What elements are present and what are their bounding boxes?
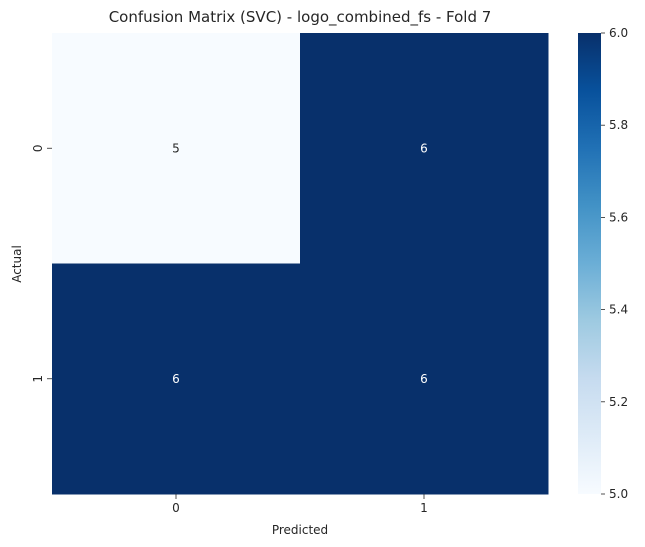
cell-value-0-0: 5 <box>172 141 180 155</box>
x-tick-label-0: 0 <box>172 501 180 515</box>
cell-value-0-1: 6 <box>420 141 428 155</box>
heatmap-cell-1-1 <box>300 263 549 495</box>
cell-value-1-0: 6 <box>172 372 180 386</box>
heatmap-cell-0-0 <box>52 33 301 264</box>
colorbar-ticks: 5.0 5.2 5.4 5.6 5.8 6.0 <box>601 26 628 501</box>
cell-value-1-1: 6 <box>420 372 428 386</box>
heatmap-cell-1-0 <box>52 263 301 495</box>
heatmap-cell-0-1 <box>300 33 549 264</box>
heatmap-cell-labels: 5 6 6 6 <box>172 141 428 386</box>
colorbar-tick-label-4: 5.8 <box>609 118 628 132</box>
colorbar <box>578 33 601 494</box>
chart-title: Confusion Matrix (SVC) - logo_combined_f… <box>109 8 492 27</box>
colorbar-tick-label-1: 5.2 <box>609 395 628 409</box>
y-tick-label-0: 0 <box>31 144 45 152</box>
colorbar-tick-label-3: 5.6 <box>609 210 628 224</box>
colorbar-tick-label-5: 6.0 <box>609 26 628 40</box>
x-tick-label-1: 1 <box>420 501 428 515</box>
colorbar-tick-label-0: 5.0 <box>609 487 628 501</box>
y-axis-label: Actual <box>10 245 24 283</box>
y-tick-label-1: 1 <box>31 375 45 383</box>
colorbar-tick-label-2: 5.4 <box>609 303 628 317</box>
heatmap-cells <box>52 33 549 495</box>
y-axis-ticks: 01 <box>31 144 52 383</box>
x-axis-label: Predicted <box>272 523 328 537</box>
